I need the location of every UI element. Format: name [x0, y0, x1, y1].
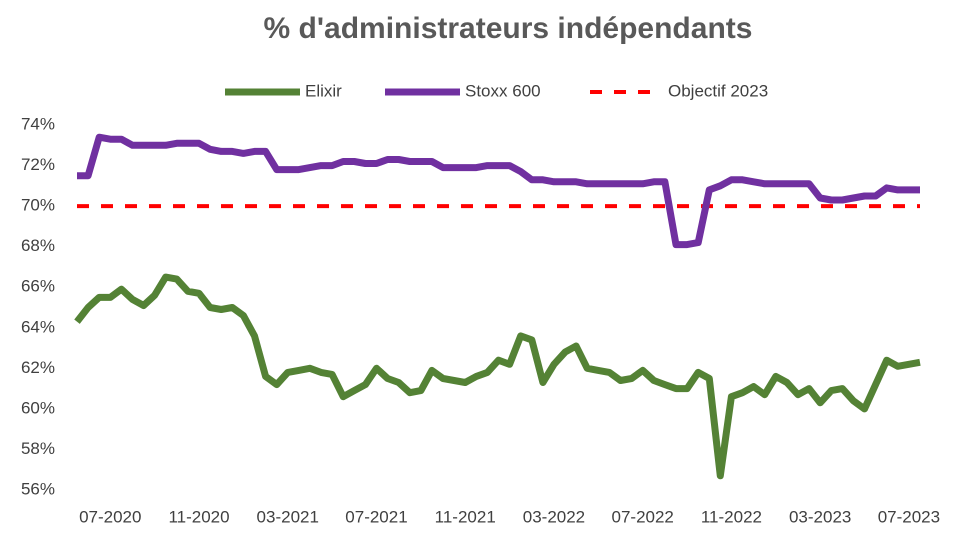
y-tick-label: 58% [21, 439, 55, 458]
legend-label: Elixir [305, 81, 342, 100]
x-tick-label: 07-2022 [612, 507, 674, 526]
chart-title: % d'administrateurs indépendants [264, 12, 753, 45]
series-line [74, 273, 921, 480]
y-tick-label: 62% [21, 358, 55, 377]
x-tick-label: 07-2023 [878, 507, 940, 526]
legend-label: Objectif 2023 [668, 81, 768, 100]
y-tick-label: 60% [21, 398, 55, 417]
x-tick-label: 07-2021 [345, 507, 407, 526]
x-tick-label: 03-2021 [257, 507, 319, 526]
y-tick-label: 66% [21, 277, 55, 296]
y-tick-label: 68% [21, 236, 55, 255]
y-tick-label: 72% [21, 155, 55, 174]
x-tick-label: 03-2023 [789, 507, 851, 526]
x-tick-label: 11-2022 [701, 507, 762, 526]
x-tick-label: 11-2020 [168, 507, 229, 526]
x-tick-label: 03-2022 [523, 507, 585, 526]
x-tick-label: 07-2020 [79, 507, 141, 526]
x-tick-label: 11-2021 [435, 507, 496, 526]
y-tick-label: 70% [21, 196, 55, 215]
y-tick-label: 56% [21, 479, 55, 498]
legend-label: Stoxx 600 [465, 81, 541, 100]
y-tick-label: 74% [21, 114, 55, 133]
series-line [77, 133, 920, 249]
y-tick-label: 64% [21, 317, 55, 336]
